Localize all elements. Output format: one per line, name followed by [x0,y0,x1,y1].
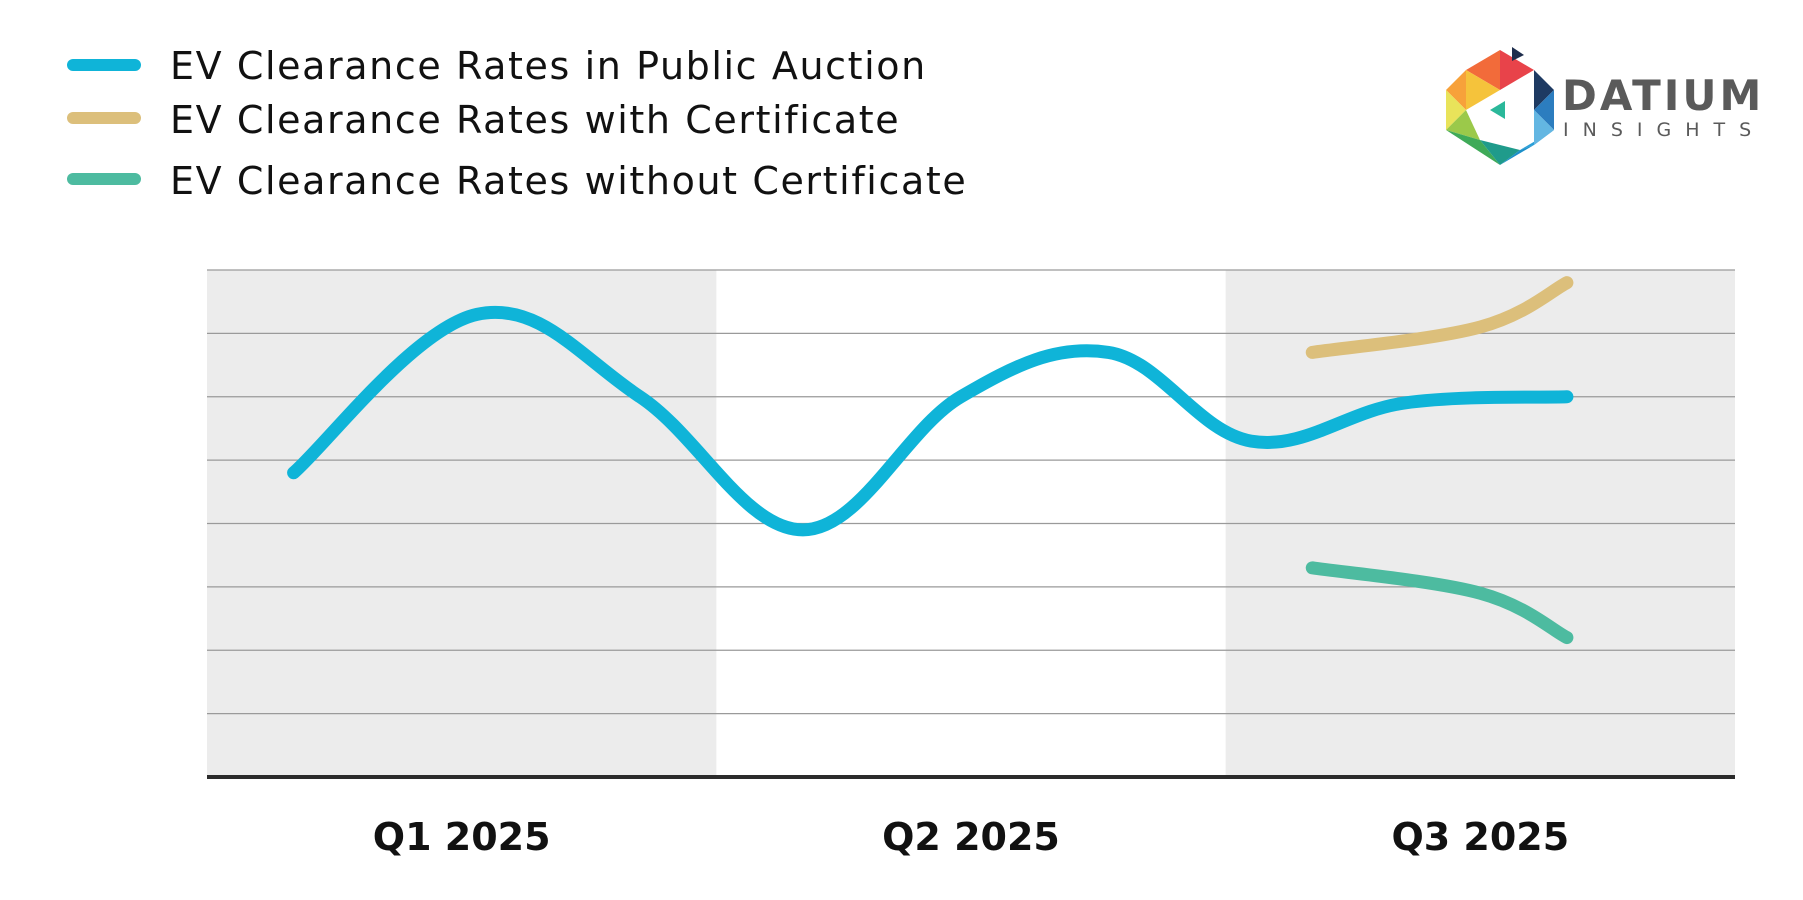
legend-entry-public-auction: EV Clearance Rates in Public Auction [67,44,927,88]
legend-label-without-certificate: EV Clearance Rates without Certificate [170,159,967,203]
logo-hexagon-icon [1446,47,1554,165]
legend-entry-without-certificate: EV Clearance Rates without Certificate [67,159,967,203]
logo-sub-text: INSIGHTS [1563,119,1765,141]
x-tick-label: Q1 2025 [373,815,551,859]
x-tick-labels: Q1 2025 Q2 2025 Q3 2025 [373,815,1569,859]
legend-label-public-auction: EV Clearance Rates in Public Auction [170,44,927,88]
series-line-without-certificate [1305,561,1574,645]
logo-brand-text: DATIUM [1562,71,1764,120]
datium-insights-logo: DATIUM INSIGHTS [1446,47,1765,165]
series-lines [287,276,1574,645]
legend-entry-with-certificate: EV Clearance Rates with Certificate [67,98,900,142]
chart-legend: EV Clearance Rates in Public Auction EV … [67,44,967,203]
series-line-public-auction [287,305,1574,537]
x-tick-label: Q3 2025 [1391,815,1569,859]
series-line-with-certificate [1305,276,1574,359]
x-tick-label: Q2 2025 [882,815,1060,859]
legend-label-with-certificate: EV Clearance Rates with Certificate [170,98,900,142]
